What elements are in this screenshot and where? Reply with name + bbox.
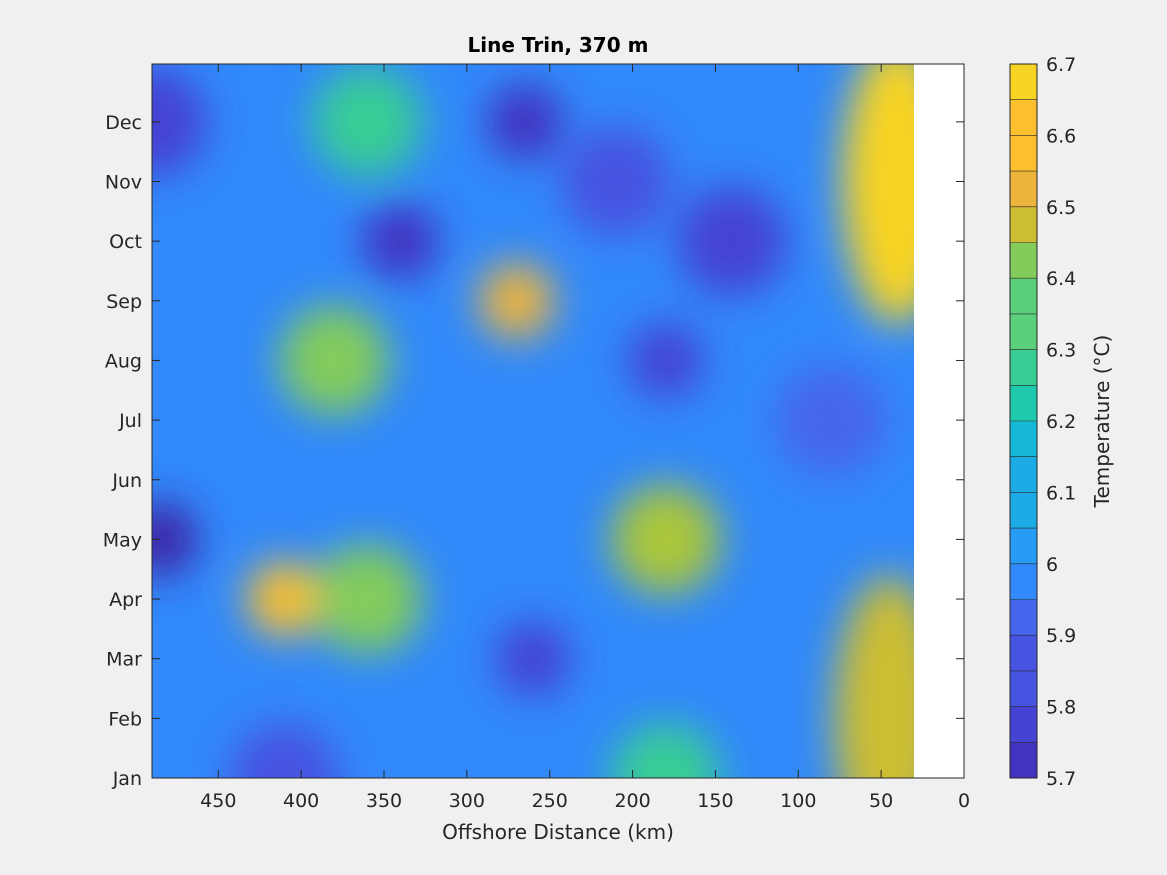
x-tick-label: 400: [283, 790, 319, 812]
contour-feature-14: [627, 322, 704, 399]
colorbar-swatch: [1010, 456, 1037, 493]
colorbar-swatch: [1010, 670, 1037, 708]
contour-feature-11: [362, 203, 439, 280]
y-tick-label: Mar: [106, 649, 142, 671]
contour-blobs: [152, 64, 914, 778]
chart-title: Line Trin, 370 m: [468, 33, 649, 57]
colorbar-tick-label: 5.9: [1046, 625, 1076, 647]
colorbar-swatch: [1010, 242, 1037, 279]
y-tick-label: Aug: [105, 350, 142, 372]
colorbar-tick-label: 6.2: [1046, 411, 1076, 433]
colorbar-tick-label: 6.6: [1046, 125, 1076, 147]
colorbar-swatch: [1010, 385, 1037, 422]
contour-feature-4: [610, 484, 721, 595]
colorbar-swatch: [1010, 599, 1037, 636]
x-tick-label: 0: [958, 790, 970, 812]
y-tick-label: Dec: [105, 112, 142, 134]
colorbar: 5.7 5.8 5.9 6 6.1 6.2 6.3 6.4 6.5 6.6 6.7 Temperat…: [1009, 54, 1114, 790]
y-tick-label: Jan: [112, 768, 142, 790]
colorbar-ticks: 5.7 5.8 5.9 6 6.1 6.2 6.3 6.4 6.5 6.6 6.7: [1046, 54, 1076, 790]
contour-feature-3: [279, 305, 390, 416]
plot-frame: [151, 63, 965, 779]
y-tick-label: Nov: [105, 172, 142, 194]
contour-feature-15: [561, 126, 671, 237]
y-tick-label: Oct: [109, 231, 142, 253]
colorbar-swatch: [1010, 171, 1037, 208]
colorbar-swatch: [1010, 492, 1037, 529]
colorbar-tick-label: 6.3: [1046, 340, 1076, 362]
colorbar-tick-label: 6: [1046, 554, 1058, 576]
x-tick-label: 150: [697, 790, 733, 812]
y-axis: Jan Feb Mar Apr May Jun Jul Aug Sep Oct Nov Dec: [103, 112, 964, 790]
colorbar-tick-label: 6.4: [1046, 268, 1076, 290]
contour-feature-9: [834, 575, 914, 778]
contour-feature-10: [152, 501, 199, 578]
colorbar-swatch: [1010, 135, 1037, 172]
colorbar-swatch: [1010, 99, 1037, 136]
contour-feature-17: [776, 365, 887, 476]
contour-feature-12: [486, 83, 563, 160]
x-axis-label: Offshore Distance (km): [442, 820, 674, 844]
contour-feature-19: [229, 723, 340, 778]
colorbar-frame: [1009, 63, 1038, 779]
contour-feature-16: [677, 186, 787, 297]
colorbar-swatches: [1010, 64, 1037, 779]
colorbar-swatch: [1010, 313, 1037, 351]
x-tick-label: 200: [614, 790, 650, 812]
x-tick-label: 250: [532, 790, 568, 812]
colorbar-tick-label: 6.5: [1046, 197, 1076, 219]
colorbar-swatch: [1010, 563, 1037, 600]
colorbar-swatch: [1010, 64, 1037, 101]
colorbar-swatch: [1010, 349, 1037, 386]
contour-feature-5: [312, 544, 423, 655]
contour-feature-1: [478, 262, 555, 339]
plot-area: 450 400 350 300 250 200 150 100 50 0 Jan Feb Mar Apr…: [103, 63, 970, 812]
colorbar-tick-label: 6.7: [1046, 54, 1076, 76]
x-axis: 450 400 350 300 250 200 150 100 50 0: [200, 64, 970, 812]
contour-feature-2: [246, 561, 323, 638]
y-tick-label: Feb: [108, 708, 142, 730]
colorbar-swatch: [1010, 278, 1037, 315]
y-tick-label: Jun: [111, 470, 142, 492]
contour-feature-18: [152, 66, 207, 177]
colorbar-label: Temperature (°C): [1090, 335, 1114, 509]
contour-feature-8: [842, 64, 914, 325]
colorbar-tick-label: 6.1: [1046, 482, 1076, 504]
colorbar-swatch: [1010, 742, 1037, 779]
y-tick-label: Sep: [106, 291, 142, 313]
colorbar-swatch: [1010, 421, 1037, 458]
colorbar-swatch: [1010, 206, 1037, 243]
colorbar-tick-label: 5.7: [1046, 768, 1076, 790]
contour-field: [152, 64, 914, 778]
colorbar-swatch: [1010, 528, 1037, 565]
y-tick-label: Apr: [109, 589, 142, 611]
contour-feature-6: [312, 66, 423, 177]
contour-feature-7: [610, 723, 721, 778]
colorbar-tick-label: 5.8: [1046, 697, 1076, 719]
y-tick-label: Jul: [118, 410, 142, 432]
colorbar-swatch: [1010, 635, 1037, 672]
x-tick-label: 100: [780, 790, 816, 812]
colorbar-swatch: [1010, 706, 1037, 743]
y-tick-label: May: [103, 529, 142, 551]
x-tick-label: 450: [200, 790, 236, 812]
contour-feature-13: [495, 620, 572, 697]
x-tick-label: 50: [869, 790, 893, 812]
x-tick-label: 300: [449, 790, 485, 812]
x-tick-label: 350: [366, 790, 402, 812]
